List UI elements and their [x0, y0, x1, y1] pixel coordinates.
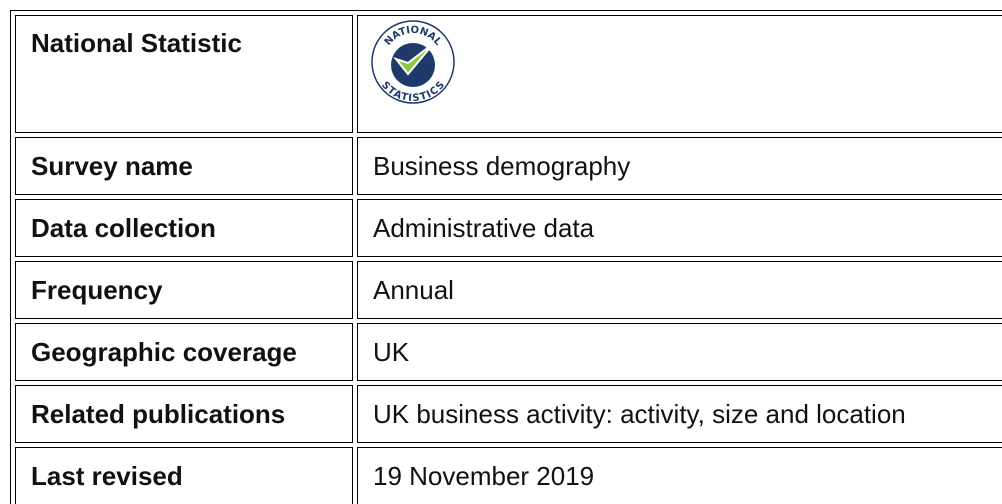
row-label: Geographic coverage	[15, 323, 353, 381]
row-label: Data collection	[15, 199, 353, 257]
row-value: Business demography	[357, 137, 1002, 195]
row-value: Administrative data	[357, 199, 1002, 257]
table-row: Survey name Business demography	[15, 137, 1002, 195]
info-table: National Statistic Survey name Business de…	[10, 10, 1002, 504]
row-value: 19 November 2019	[357, 447, 1002, 504]
row-label: Related publications	[15, 385, 353, 443]
table-row: Frequency Annual	[15, 261, 1002, 319]
row-value: UK business activity: activity, size and…	[357, 385, 1002, 443]
row-label: Frequency	[15, 261, 353, 319]
table-row: Related publications UK business activity…	[15, 385, 1002, 443]
row-value: UK	[357, 323, 1002, 381]
row-label: National Statistic	[15, 15, 353, 133]
row-value: Annual	[357, 261, 1002, 319]
row-label: Survey name	[15, 137, 353, 195]
table-row: Data collection Administrative data	[15, 199, 1002, 257]
row-label: Last revised	[15, 447, 353, 504]
row-value	[357, 15, 1002, 133]
national-statistics-logo: NATIONAL STATISTICS	[371, 20, 455, 105]
table-row: National Statistic	[15, 15, 1002, 133]
table-row: Last revised 19 November 2019	[15, 447, 1002, 504]
table-row: Geographic coverage UK	[15, 323, 1002, 381]
